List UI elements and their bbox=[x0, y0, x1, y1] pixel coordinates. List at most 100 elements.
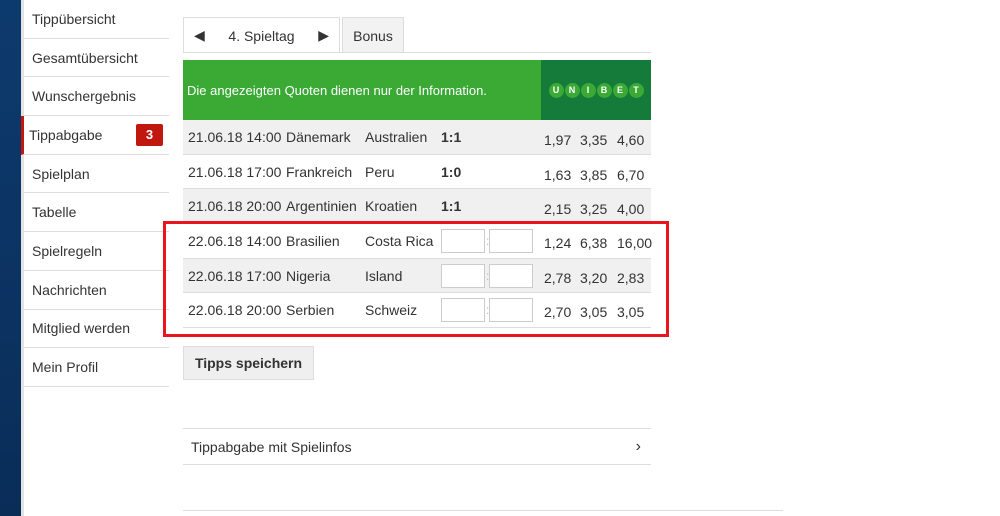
score-separator: : bbox=[486, 233, 490, 248]
sidebar-item-label: Tabelle bbox=[32, 204, 77, 221]
odds-value: 3,25 bbox=[580, 201, 608, 218]
logo-letter: T bbox=[628, 82, 644, 98]
match-row: 22.06.18 20:00 Serbien Schweiz: 2,70 3,05 3… bbox=[183, 293, 651, 329]
home-team: Nigeria bbox=[286, 267, 331, 284]
tab-matchday[interactable]: ◀ 4. Spieltag ▶ bbox=[183, 17, 340, 53]
away-score-input[interactable] bbox=[489, 263, 533, 288]
away-team: Kroatien bbox=[365, 198, 418, 215]
sidebar-item[interactable]: Tabelle bbox=[24, 193, 169, 233]
tab-bar: ◀ 4. Spieltag ▶ Bonus bbox=[183, 17, 404, 53]
prev-matchday-icon[interactable]: ◀ bbox=[194, 27, 205, 43]
save-tips-button[interactable]: Tipps speichern bbox=[183, 346, 314, 380]
match-row: 22.06.18 14:00 Brasilien Costa Rica: 1,24… bbox=[183, 224, 653, 259]
sidebar-item-label: Mitglied werden bbox=[32, 320, 131, 337]
sidebar-item[interactable]: Mitglied werden bbox=[24, 309, 169, 349]
match-result: 1:0 bbox=[441, 163, 462, 180]
matchday-label: 4. Spieltag bbox=[228, 27, 295, 44]
count-badge: 3 bbox=[136, 123, 163, 146]
away-team: Australien bbox=[365, 128, 428, 145]
sidebar-nav: Tippübersicht Gesamtübersicht Wunschergebn… bbox=[21, 0, 169, 387]
match-row: 22.06.18 17:00 Nigeria Island: 2,78 3,20 2,… bbox=[183, 258, 651, 294]
home-team: Dänemark bbox=[286, 128, 351, 145]
odds-value: 1,24 bbox=[544, 235, 572, 252]
odds-value: 4,60 bbox=[617, 132, 645, 148]
odds-value: 3,05 bbox=[617, 304, 645, 321]
divider bbox=[183, 52, 651, 53]
match-row: 21.06.18 14:00 Dänemark Australien 1:1 1,9… bbox=[183, 120, 651, 155]
odds-value: 16,00 bbox=[617, 235, 653, 252]
home-team: Frankreich bbox=[286, 163, 353, 180]
info-link-label: Tippabgabe mit Spielinfos bbox=[191, 438, 352, 455]
odds-value: 3,20 bbox=[580, 269, 608, 286]
home-score-input[interactable] bbox=[441, 263, 485, 288]
odds-value: 1,63 bbox=[544, 166, 572, 183]
odds-value: 6,70 bbox=[617, 166, 645, 183]
match-result: 1:1 bbox=[441, 128, 462, 145]
match-row: 21.06.18 20:00 Argentinien Kroatien 1:1 2,… bbox=[183, 189, 651, 225]
home-team: Argentinien bbox=[286, 198, 357, 215]
highlight-box bbox=[163, 221, 669, 337]
match-date: 22.06.18 17:00 bbox=[188, 267, 282, 284]
odds-info-banner: Die angezeigten Quoten dienen nur der In… bbox=[183, 60, 541, 120]
sidebar-item-label: Spielregeln bbox=[32, 242, 103, 259]
home-team: Serbien bbox=[286, 302, 335, 319]
odds-value: 4,00 bbox=[617, 201, 645, 218]
odds-value: 3,05 bbox=[580, 304, 608, 321]
match-date: 22.06.18 14:00 bbox=[188, 232, 282, 249]
sidebar-item[interactable]: Spielplan bbox=[24, 154, 169, 194]
away-score-input[interactable] bbox=[489, 228, 533, 253]
away-team: Costa Rica bbox=[365, 232, 434, 249]
match-table: 21.06.18 14:00 Dänemark Australien 1:1 1,9… bbox=[183, 120, 653, 329]
odds-value: 3,85 bbox=[580, 166, 608, 183]
tab-bonus[interactable]: Bonus bbox=[342, 17, 404, 53]
match-date: 21.06.18 17:00 bbox=[188, 163, 282, 180]
odds-value: 6,38 bbox=[580, 235, 608, 252]
away-score-input[interactable] bbox=[489, 298, 533, 323]
logo-letter: B bbox=[596, 82, 612, 98]
sidebar-item-label: Tippabgabe bbox=[29, 126, 103, 143]
chevron-right-icon: › bbox=[635, 437, 641, 455]
logo-letter: I bbox=[580, 82, 596, 98]
next-matchday-icon[interactable]: ▶ bbox=[318, 27, 329, 43]
logo-letter: U bbox=[548, 82, 564, 98]
sidebar-item[interactable]: Spielregeln bbox=[24, 232, 169, 271]
sidebar-item[interactable]: Wunschergebnis bbox=[24, 77, 169, 117]
sidebar-edge bbox=[21, 0, 24, 516]
tippabgabe-spielinfos-link[interactable]: Tippabgabe mit Spielinfos › bbox=[183, 428, 651, 465]
sidebar-item-label: Nachrichten bbox=[32, 281, 107, 298]
page-background bbox=[0, 0, 21, 516]
score-separator: : bbox=[486, 303, 490, 318]
odds-value: 2,70 bbox=[544, 304, 572, 321]
sidebar-item[interactable]: Gesamtübersicht bbox=[24, 38, 169, 78]
away-team: Island bbox=[365, 267, 403, 284]
odds-value: 2,83 bbox=[617, 269, 645, 286]
odds-value: 2,78 bbox=[544, 269, 572, 286]
home-score-input[interactable] bbox=[441, 298, 485, 323]
sidebar-item[interactable]: Tippabgabe 3 bbox=[21, 116, 169, 155]
odds-value: 1,97 bbox=[544, 132, 572, 148]
divider bbox=[183, 510, 783, 511]
match-date: 21.06.18 14:00 bbox=[188, 128, 282, 145]
sidebar-item-label: Spielplan bbox=[32, 165, 90, 182]
match-date: 22.06.18 20:00 bbox=[188, 302, 282, 319]
away-team: Schweiz bbox=[365, 302, 418, 319]
logo-letter: N bbox=[564, 82, 580, 98]
odds-value: 2,15 bbox=[544, 201, 572, 218]
sidebar-item[interactable]: Nachrichten bbox=[24, 270, 169, 310]
sidebar-item-label: Tippübersicht bbox=[32, 10, 116, 27]
sidebar-item-label: Gesamtübersicht bbox=[32, 49, 138, 66]
sidebar-item[interactable]: Tippübersicht bbox=[24, 0, 169, 39]
match-row: 21.06.18 17:00 Frankreich Peru 1:0 1,63 3,8… bbox=[183, 155, 651, 190]
odds-value: 3,35 bbox=[580, 132, 608, 148]
away-team: Peru bbox=[365, 163, 395, 180]
score-separator: : bbox=[486, 268, 490, 283]
match-date: 21.06.18 20:00 bbox=[188, 198, 282, 215]
sidebar-item-label: Mein Profil bbox=[32, 359, 99, 376]
sidebar-item-label: Wunschergebnis bbox=[32, 88, 137, 105]
sidebar-item[interactable]: Mein Profil bbox=[24, 348, 169, 387]
match-result: 1:1 bbox=[441, 198, 462, 215]
home-score-input[interactable] bbox=[441, 228, 485, 253]
home-team: Brasilien bbox=[286, 232, 340, 249]
logo-letter: E bbox=[612, 82, 628, 98]
